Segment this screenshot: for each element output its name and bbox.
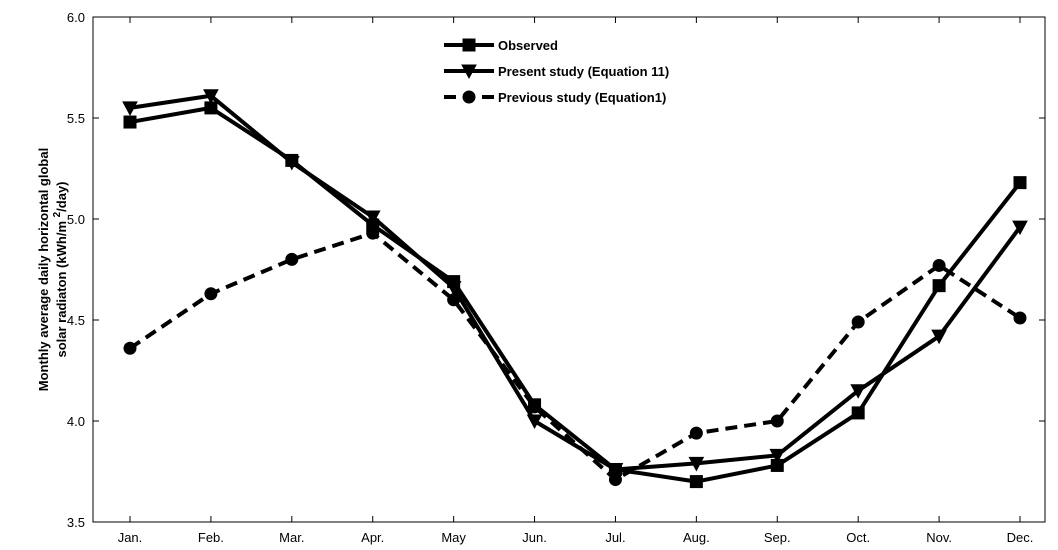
y-axis-label-part: /day) [54, 181, 69, 211]
y-axis-label: solar radiaton (kWh/m 2/day) [52, 181, 69, 357]
marker [688, 456, 705, 472]
y-tick-label: 6.0 [67, 10, 85, 25]
x-tick-label: Oct. [846, 530, 870, 545]
x-tick-label: Jan. [118, 530, 143, 545]
y-axis-label-line: Monthly average daily horizontal global [36, 148, 51, 391]
marker [769, 448, 786, 464]
legend-label: Observed [498, 38, 558, 53]
y-axis-label-part: solar radiaton (kWh/m [54, 217, 69, 357]
marker [283, 155, 300, 171]
marker [770, 414, 784, 428]
legend-marker [461, 64, 477, 80]
x-tick-label: Feb. [198, 530, 224, 545]
x-tick-label: Jul. [605, 530, 625, 545]
x-tick-label: May [441, 530, 466, 545]
marker [122, 101, 138, 116]
y-tick-label: 5.0 [67, 212, 85, 227]
marker [204, 287, 218, 301]
marker [203, 89, 219, 104]
marker [1012, 220, 1028, 236]
plot-frame [92, 16, 1046, 523]
marker [528, 400, 542, 414]
marker [851, 315, 865, 329]
y-tick-label: 5.5 [67, 111, 85, 126]
marker [608, 473, 622, 487]
legend-marker [462, 90, 476, 104]
y-tick-label: 4.0 [67, 414, 85, 429]
series-line [128, 231, 1022, 482]
x-tick-label: Dec. [1007, 530, 1034, 545]
marker [364, 210, 381, 226]
marker [123, 341, 137, 355]
marker [526, 414, 543, 430]
legend-label: Previous study (Equation1) [498, 90, 666, 105]
marker [366, 226, 380, 240]
y-tick-label: 3.5 [67, 515, 85, 530]
marker [931, 329, 947, 345]
y-tick-label: 4.5 [67, 313, 85, 328]
x-tick-label: Mar. [279, 530, 304, 545]
legend-label: Present study (Equation 11) [498, 64, 669, 79]
x-tick-label: Jun. [522, 530, 547, 545]
y-axis-label: Monthly average daily horizontal global [36, 148, 51, 391]
marker [850, 384, 867, 399]
marker [123, 115, 137, 129]
y-axis-label-sup: 2 [52, 211, 63, 217]
legend-marker [462, 38, 476, 52]
marker [689, 426, 703, 440]
marker [1013, 176, 1027, 190]
marker [851, 406, 865, 420]
series-line [129, 93, 1022, 472]
x-tick-label: Aug. [683, 530, 710, 545]
marker [932, 279, 946, 293]
marker [445, 281, 462, 296]
x-tick-label: Apr. [361, 530, 384, 545]
marker [607, 462, 624, 478]
marker [285, 252, 299, 266]
x-tick-label: Nov. [926, 530, 952, 545]
series-line [129, 105, 1022, 484]
marker [447, 293, 461, 307]
x-tick-label: Sep. [764, 530, 791, 545]
marker [932, 258, 946, 272]
marker [1013, 311, 1027, 325]
marker [689, 475, 703, 489]
